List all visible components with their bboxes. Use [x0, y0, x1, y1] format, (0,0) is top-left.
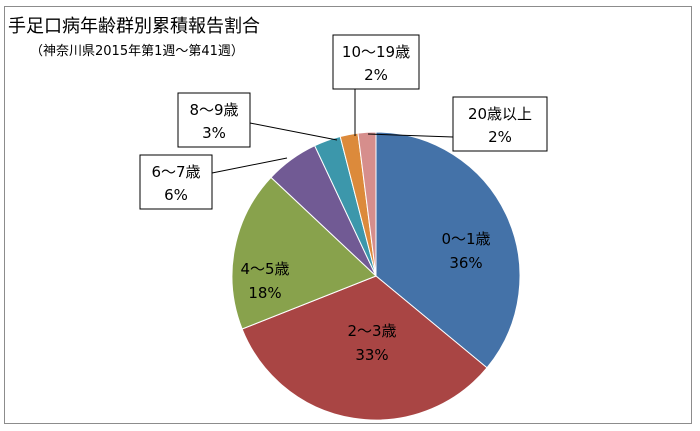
- slice-pct-2: 18%: [248, 284, 281, 302]
- slice-label-3: 6〜7歳: [151, 163, 200, 181]
- slice-label-6: 20歳以上: [468, 105, 532, 123]
- slice-pct-3: 6%: [164, 186, 188, 204]
- label-box-6: [452, 96, 548, 152]
- slice-label-4: 8〜9歳: [189, 101, 238, 119]
- label-box-4: [177, 92, 251, 148]
- slice-pct-6: 2%: [488, 128, 512, 146]
- chart-title: 手足口病年齢群別累積報告割合: [8, 16, 260, 37]
- pie-slice-0: [375, 131, 521, 369]
- slice-label-1: 2〜3歳: [347, 322, 396, 340]
- pie-slice-2: [231, 176, 377, 330]
- label-box-3: [139, 154, 213, 210]
- leader-line-4: [249, 122, 338, 141]
- slice-label-0: 0〜1歳: [441, 230, 490, 248]
- slice-pct-1: 33%: [355, 346, 388, 364]
- slice-pct-4: 3%: [202, 124, 226, 142]
- slice-pct-0: 36%: [449, 254, 482, 272]
- pie-slices: [231, 131, 521, 421]
- label-box-5: [332, 34, 420, 90]
- leader-line-3: [211, 157, 288, 174]
- slice-label-2: 4〜5歳: [240, 260, 289, 278]
- pie-slice-1: [241, 275, 488, 421]
- pie-slice-6: [357, 131, 377, 277]
- leader-line-6: [367, 133, 454, 138]
- slice-label-5: 10〜19歳: [342, 43, 410, 61]
- slice-pct-5: 2%: [364, 66, 388, 84]
- chart-subtitle: （神奈川県2015年第1週〜第41週）: [30, 44, 244, 59]
